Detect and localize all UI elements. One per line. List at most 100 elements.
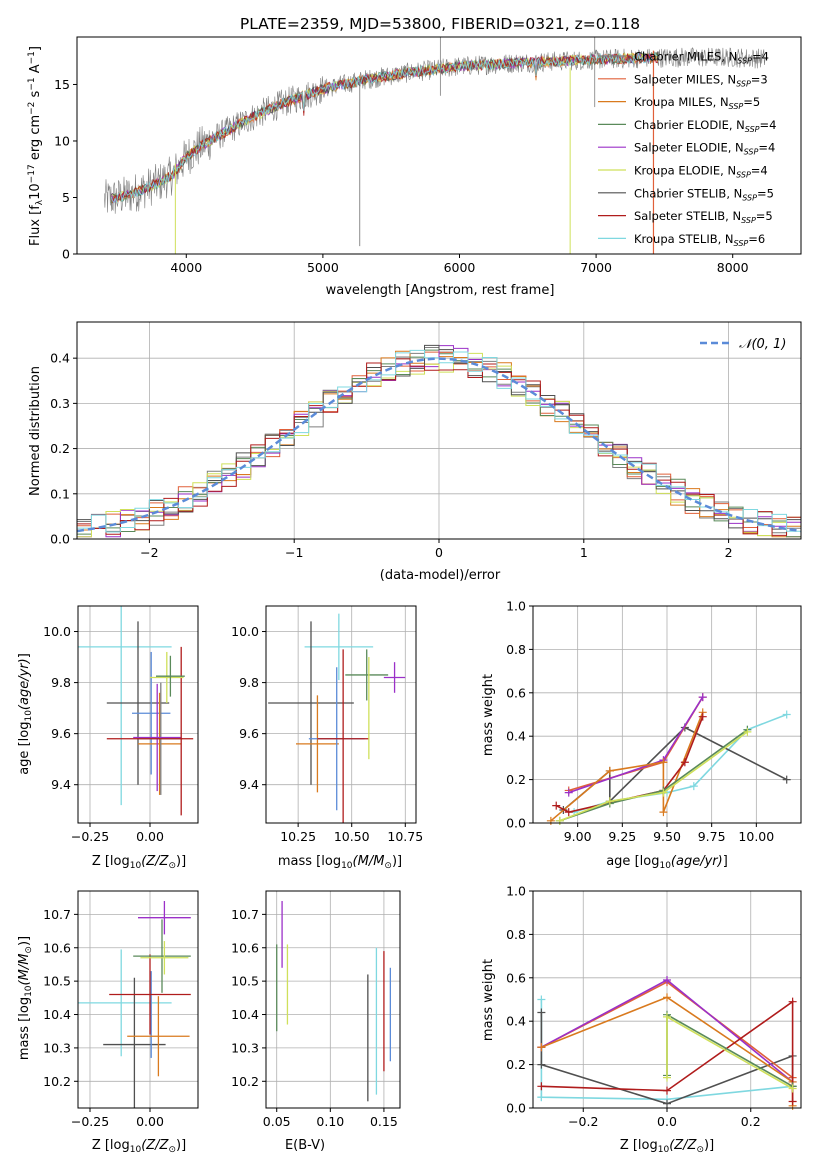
spectrum-axes-frame — [76, 36, 802, 255]
weight-vs-z-ytick-label: 0.2 — [506, 1057, 526, 1072]
mass-vs-metallicity-panel: −0.25 0.00 10.2 10.3 10.4 10.5 10.6 10.7 — [43, 890, 199, 1129]
weight-vs-age-point-marker — [555, 816, 564, 825]
weight-vs-age-series-line — [550, 712, 704, 822]
weight-vs-z-point-marker — [537, 1060, 546, 1069]
histogram-xtick-label: −2 — [140, 545, 158, 560]
mass-vs-ebv-ytick-label: 10.7 — [231, 907, 259, 922]
mass-weight-vs-metallicity-panel: −0.2 0.0 0.2 0.0 0.2 0.4 0.6 0.8 1.0 — [506, 884, 802, 1129]
weight-vs-z-ylabel: mass weight — [481, 959, 496, 1041]
model-spectrum-line — [110, 51, 658, 204]
histogram-step-series — [77, 351, 801, 539]
weight-vs-age-series-line — [562, 726, 788, 811]
weight-vs-z-xtick-label: −0.2 — [568, 1114, 598, 1129]
age-vs-metallicity-panel: −0.25 0.00 9.4 9.6 9.8 10.0 — [43, 605, 199, 844]
normal-legend-label: 𝒩(0, 1) — [739, 337, 786, 352]
weight-vs-age-ylabel: mass weight — [481, 674, 496, 756]
weight-vs-age-ytick-label: 1.0 — [506, 599, 526, 614]
weight-vs-age-ytick-label: 0.0 — [506, 816, 526, 831]
weight-vs-age-xtick-label: 9.50 — [653, 829, 681, 844]
weight-vs-age-point-marker — [782, 775, 791, 784]
age-vs-mass-ytick-label: 9.8 — [239, 675, 259, 690]
weight-vs-z-point-marker — [663, 1073, 671, 1082]
weight-vs-age-ytick-label: 0.2 — [506, 772, 526, 787]
weight-vs-z-point-marker — [537, 1043, 546, 1052]
spectrum-plot-area: 4000 5000 6000 7000 8000 0 5 10 15 — [54, 37, 766, 275]
spectrum-xtick-label: 4000 — [170, 260, 202, 275]
weight-vs-z-point-marker — [537, 1082, 546, 1091]
weight-vs-z-point-marker — [663, 975, 671, 984]
spectrum-xtick-label: 5000 — [307, 260, 339, 275]
weight-vs-z-point-marker — [663, 1086, 671, 1095]
age-vs-mass-axes-frame — [265, 605, 417, 824]
age-vs-mass-xtick-label: 10.25 — [280, 829, 316, 844]
mass-vs-ebv-xtick-label: 0.05 — [263, 1114, 291, 1129]
histogram-xtick-label: 1 — [580, 545, 588, 560]
weight-vs-age-xlabel: age [log10(age/yr)] — [606, 854, 728, 871]
weight-vs-z-ytick-label: 0.8 — [506, 927, 526, 942]
age-vs-mass-xtick-label: 10.75 — [387, 829, 423, 844]
age-vs-mass-ytick-label: 9.4 — [239, 777, 259, 792]
mass-vs-z-ytick-label: 10.2 — [43, 1074, 71, 1089]
histogram-ytick-label: 0.4 — [50, 351, 70, 366]
weight-vs-z-point-marker — [788, 1084, 797, 1093]
age-vs-mass-ytick-label: 10.0 — [231, 624, 259, 639]
weight-vs-z-xtick-label: 0.0 — [657, 1114, 677, 1129]
mass-vs-z-xlabel: Z [log10(Z/Z⊙)] — [92, 1138, 186, 1155]
histogram-steps — [77, 344, 801, 539]
mass-vs-ebv-ytick-label: 10.2 — [231, 1074, 259, 1089]
weight-vs-age-xtick-label: 9.25 — [608, 829, 636, 844]
age-vs-mass-panel: 10.25 10.50 10.75 9.4 9.6 9.8 10.0 — [231, 605, 423, 844]
weight-vs-z-point-marker — [663, 1012, 671, 1021]
weight-vs-z-point-marker — [663, 993, 671, 1002]
legend-label: Kroupa ELODIE, NSSP=4 — [634, 164, 768, 180]
weight-vs-age-point-marker — [605, 797, 614, 806]
mass-vs-extinction-panel: 0.05 0.10 0.15 10.2 10.3 10.4 10.5 10.6 10.7 — [231, 890, 401, 1129]
weight-vs-age-point-marker — [743, 727, 752, 736]
legend-label: Chabrier STELIB, NSSP=5 — [634, 186, 774, 202]
weight-vs-z-xtick-label: 0.2 — [741, 1114, 761, 1129]
age-vs-z-axes-frame — [77, 605, 199, 824]
spectrum-xtick-label: 7000 — [580, 260, 612, 275]
age-vs-z-ytick-label: 9.8 — [51, 675, 71, 690]
weight-vs-z-series-line — [541, 1000, 794, 1102]
histogram-xtick-label: 0 — [435, 545, 443, 560]
weight-vs-age-axes-frame — [532, 605, 802, 824]
histogram-ytick-label: 0.1 — [50, 486, 70, 501]
age-vs-z-points — [78, 606, 194, 816]
histogram-xtick-label: 2 — [725, 545, 733, 560]
age-vs-z-xlabel: Z [log10(Z/Z⊙)] — [92, 854, 186, 871]
legend-label: Salpeter ELODIE, NSSP=4 — [634, 141, 775, 157]
mass-vs-ebv-ytick-label: 10.3 — [231, 1040, 259, 1055]
mass-vs-z-xtick-label: 0.00 — [136, 1114, 164, 1129]
mass-vs-ebv-points — [276, 901, 392, 1102]
weight-vs-age-point-marker — [689, 782, 698, 791]
age-vs-mass-ytick-label: 9.6 — [239, 726, 259, 741]
weight-vs-z-point-marker — [537, 1093, 546, 1102]
age-vs-z-ytick-label: 9.6 — [51, 726, 71, 741]
weight-vs-z-series-line — [666, 1013, 793, 1087]
mass-vs-z-ytick-label: 10.5 — [43, 974, 71, 989]
weight-vs-age-point-marker — [698, 693, 707, 702]
weight-vs-z-point-marker — [788, 1097, 797, 1106]
age-vs-z-ytick-label: 10.0 — [43, 624, 71, 639]
mass-vs-ebv-ytick-label: 10.4 — [231, 1007, 259, 1022]
mass-vs-ebv-axes-frame — [265, 890, 401, 1109]
weight-vs-age-ytick-label: 0.4 — [506, 729, 526, 744]
age-vs-z-xtick-label: 0.00 — [136, 829, 164, 844]
weight-vs-z-point-marker — [663, 1099, 671, 1108]
spectrum-lines — [104, 37, 766, 254]
weight-vs-age-point-marker — [659, 758, 668, 767]
spectrum-legend: Chabrier MILES, NSSP=4 Salpeter MILES, NS… — [598, 50, 776, 248]
weight-vs-age-xtick-label: 9.00 — [564, 829, 592, 844]
mass-vs-z-ytick-label: 10.3 — [43, 1040, 71, 1055]
age-vs-mass-points — [268, 613, 406, 823]
spectrum-panel: 4000 5000 6000 7000 8000 0 5 10 15 Chabrier MILE… — [27, 36, 802, 298]
histogram-xtick-label: −1 — [285, 545, 303, 560]
spectrum-ytick-label: 10 — [54, 133, 70, 148]
weight-vs-z-axes-frame — [532, 890, 802, 1109]
weight-vs-age-point-marker — [659, 808, 668, 817]
weight-vs-age-point-marker — [659, 788, 668, 797]
weight-vs-z-ytick-label: 0.0 — [506, 1101, 526, 1116]
legend-label: Kroupa STELIB, NSSP=6 — [634, 232, 765, 248]
